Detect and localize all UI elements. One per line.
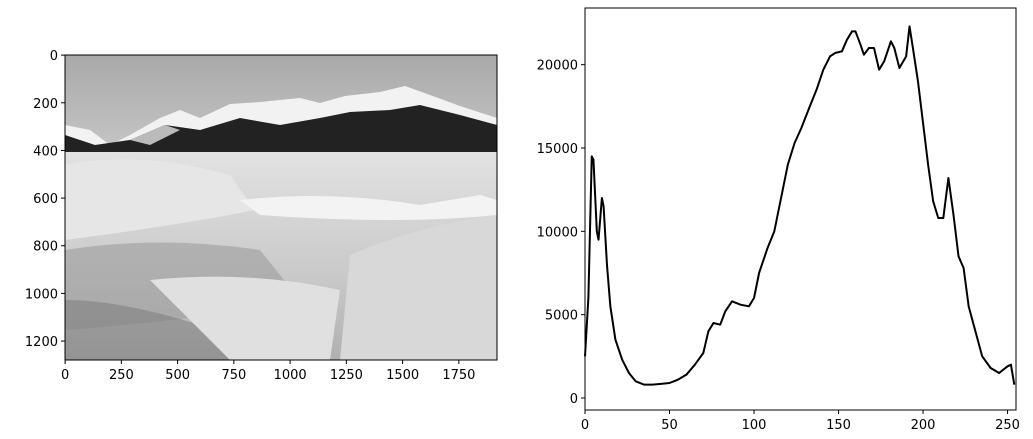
y-tick-label: 5000 — [545, 309, 578, 324]
axes-frame — [64, 54, 498, 361]
x-tick-label: 50 — [661, 418, 678, 433]
y-tick-label: 1200 — [25, 335, 58, 350]
x-tick-label: 200 — [911, 418, 936, 433]
y-tick-label: 400 — [33, 144, 58, 159]
x-tick-label: 250 — [109, 368, 134, 383]
x-tick-label: 150 — [826, 418, 851, 433]
x-tick-label: 0 — [61, 368, 69, 383]
x-tick-label: 100 — [742, 418, 767, 433]
axes-frame — [584, 7, 1017, 411]
x-tick-label: 500 — [165, 368, 190, 383]
y-tick-label: 15000 — [537, 142, 578, 157]
line — [584, 25, 1016, 386]
x-tick-label: 1750 — [442, 368, 475, 383]
x-tick-label: 750 — [221, 368, 246, 383]
y-tick-label: 0 — [50, 49, 58, 64]
y-tick-label: 10000 — [537, 225, 578, 240]
x-tick-label: 1000 — [274, 368, 307, 383]
y-tick-label: 1000 — [25, 287, 58, 302]
x-tick-label: 1500 — [386, 368, 419, 383]
x-tick-label: 1250 — [330, 368, 363, 383]
y-tick-label: 20000 — [537, 59, 578, 74]
photo — [65, 55, 497, 360]
x-tick-label: 0 — [581, 418, 589, 433]
y-tick-label: 600 — [33, 192, 58, 207]
y-tick-label: 800 — [33, 240, 58, 255]
y-tick-label: 200 — [33, 97, 58, 112]
x-tick-label: 250 — [995, 418, 1020, 433]
y-tick-label: 0 — [570, 392, 578, 407]
